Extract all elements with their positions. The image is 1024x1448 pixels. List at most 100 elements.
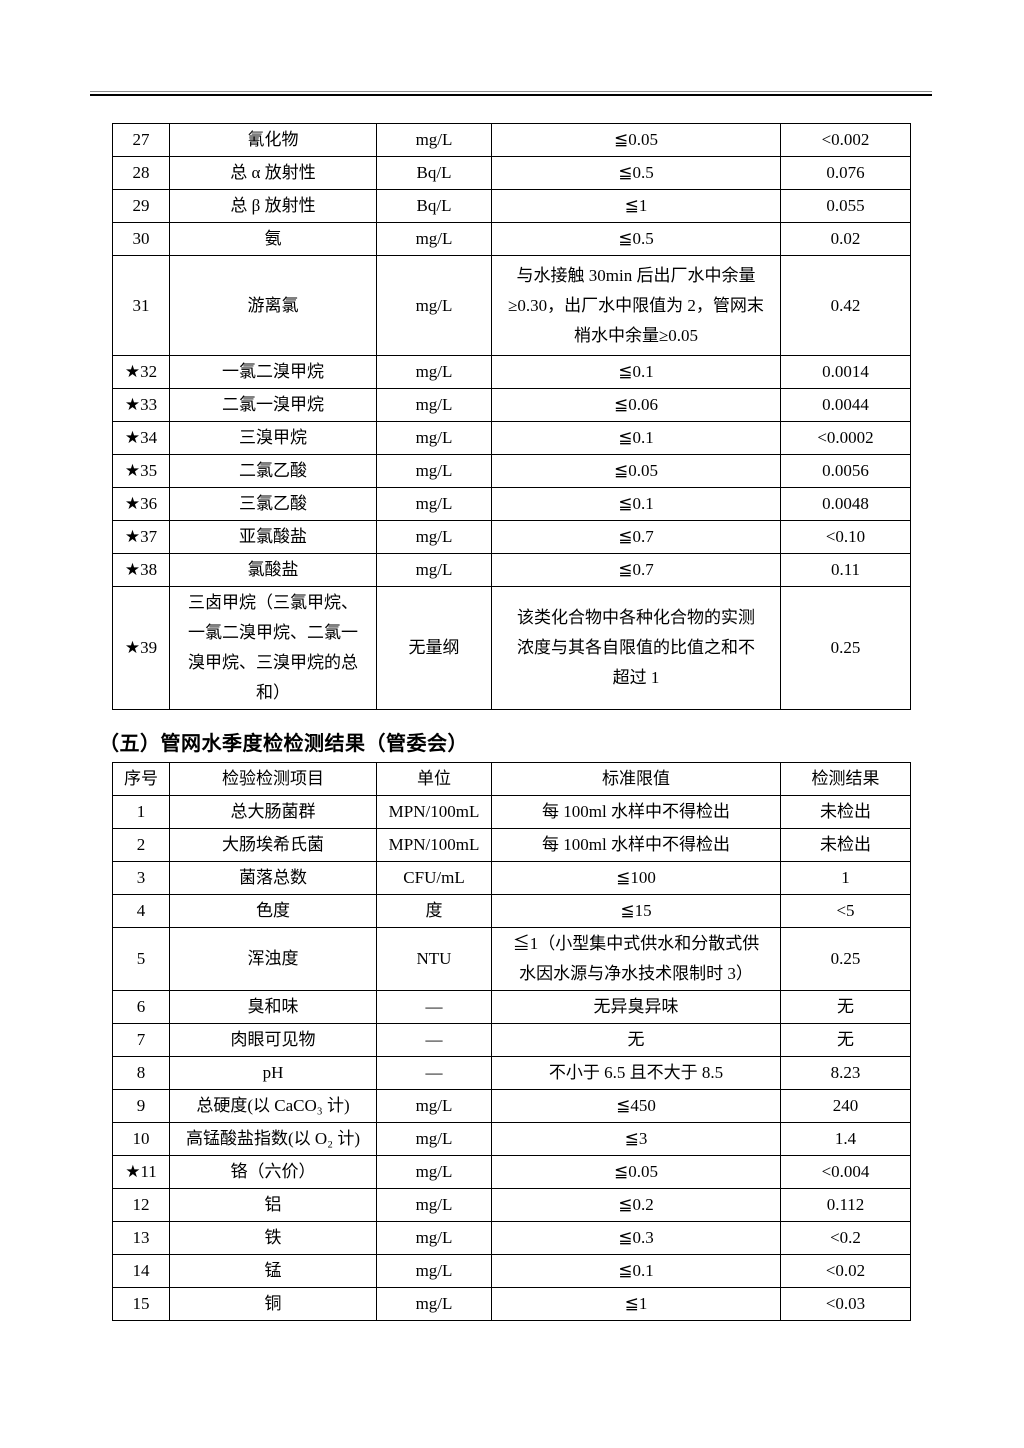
- cell-unit: mg/L: [376, 421, 492, 455]
- cell-item: 铬（六价）: [169, 1155, 377, 1189]
- cell-limit: ≦0.05: [491, 123, 781, 157]
- cell-item: 三氯乙酸: [169, 487, 377, 521]
- cell-limit: ≦1: [491, 189, 781, 223]
- cell-unit: 无量纲: [376, 586, 492, 710]
- cell-item: 总大肠菌群: [169, 795, 377, 829]
- cell-seq: ★35: [112, 454, 170, 488]
- cell-limit: ≦15: [491, 894, 781, 928]
- cell-result: <0.02: [780, 1254, 911, 1288]
- table-row: 31 游离氯 mg/L 与水接触 30min 后出厂水中余量≥0.30，出厂水中…: [112, 255, 911, 356]
- cell-unit: NTU: [376, 927, 492, 991]
- cell-item: 三溴甲烷: [169, 421, 377, 455]
- table-row: 13 铁 mg/L ≦0.3 <0.2: [112, 1221, 911, 1255]
- cell-unit: mg/L: [376, 487, 492, 521]
- cell-unit: mg/L: [376, 553, 492, 587]
- cell-limit: ≦0.7: [491, 520, 781, 554]
- table-row: 8 pH — 不小于 6.5 且不大于 8.5 8.23: [112, 1056, 911, 1090]
- cell-seq: 3: [112, 861, 170, 895]
- cell-limit: ≦100: [491, 861, 781, 895]
- cell-result: 0.0056: [780, 454, 911, 488]
- cell-item: pH: [169, 1056, 377, 1090]
- table-row: ★34 三溴甲烷 mg/L ≦0.1 <0.0002: [112, 421, 911, 455]
- cell-seq: ★37: [112, 520, 170, 554]
- cell-unit: —: [376, 990, 492, 1024]
- cell-limit: ≦0.1: [491, 421, 781, 455]
- cell-result: 无: [780, 1023, 911, 1057]
- cell-seq: ★34: [112, 421, 170, 455]
- cell-result: 未检出: [780, 795, 911, 829]
- cell-limit: ≦0.06: [491, 388, 781, 422]
- cell-result: 0.112: [780, 1188, 911, 1222]
- cell-result: 无: [780, 990, 911, 1024]
- cell-limit: ≦0.1: [491, 1254, 781, 1288]
- table-row: 30 氨 mg/L ≦0.5 0.02: [112, 222, 911, 256]
- cell-item: 铜: [169, 1287, 377, 1321]
- cell-unit: 度: [376, 894, 492, 928]
- cell-result: 1.4: [780, 1122, 911, 1156]
- table-row: 10 高锰酸盐指数(以 O₂ 计) mg/L ≦3 1.4: [112, 1122, 911, 1156]
- cell-seq: 31: [112, 255, 170, 356]
- cell-seq: 4: [112, 894, 170, 928]
- table-row: 29 总 β 放射性 Bq/L ≦1 0.055: [112, 189, 911, 223]
- cell-item: 肉眼可见物: [169, 1023, 377, 1057]
- cell-result: 0.0044: [780, 388, 911, 422]
- cell-unit: mg/L: [376, 1122, 492, 1156]
- cell-result: 0.25: [780, 927, 911, 991]
- cell-seq: 2: [112, 828, 170, 862]
- cell-seq: 13: [112, 1221, 170, 1255]
- cell-limit: ≦1: [491, 1287, 781, 1321]
- cell-limit: ≦450: [491, 1089, 781, 1123]
- cell-item: 浑浊度: [169, 927, 377, 991]
- cell-limit: ≦0.05: [491, 454, 781, 488]
- cell-limit: ≦0.2: [491, 1188, 781, 1222]
- factory-water-results-table-continued: 27 氰化物 mg/L ≦0.05 <0.002 28 总 α 放射性 Bq/L…: [112, 123, 911, 710]
- cell-seq: 9: [112, 1089, 170, 1123]
- table-row: 6 臭和味 — 无异臭异味 无: [112, 990, 911, 1024]
- cell-item: 锰: [169, 1254, 377, 1288]
- cell-item: 臭和味: [169, 990, 377, 1024]
- cell-result: <0.004: [780, 1155, 911, 1189]
- cell-unit: mg/L: [376, 1221, 492, 1255]
- cell-unit: MPN/100mL: [376, 828, 492, 862]
- cell-limit: ≦1（小型集中式供水和分散式供水因水源与净水技术限制时 3）: [491, 927, 781, 991]
- cell-unit: mg/L: [376, 255, 492, 356]
- cell-limit: ≦0.5: [491, 156, 781, 190]
- table-row: ★32 一氯二溴甲烷 mg/L ≦0.1 0.0014: [112, 355, 911, 389]
- cell-result: 0.02: [780, 222, 911, 256]
- cell-item: 氯酸盐: [169, 553, 377, 587]
- cell-item: 游离氯: [169, 255, 377, 356]
- cell-seq: 1: [112, 795, 170, 829]
- table-row: 27 氰化物 mg/L ≦0.05 <0.002: [112, 123, 911, 157]
- cell-unit: mg/L: [376, 355, 492, 389]
- cell-unit: mg/L: [376, 1287, 492, 1321]
- table-row: 28 总 α 放射性 Bq/L ≦0.5 0.076: [112, 156, 911, 190]
- col-header-limit: 标准限值: [491, 762, 781, 796]
- cell-limit: ≦0.7: [491, 553, 781, 587]
- cell-seq: 29: [112, 189, 170, 223]
- cell-seq: 10: [112, 1122, 170, 1156]
- cell-seq: ★32: [112, 355, 170, 389]
- cell-result: 0.0014: [780, 355, 911, 389]
- cell-unit: —: [376, 1056, 492, 1090]
- cell-item: 大肠埃希氏菌: [169, 828, 377, 862]
- cell-unit: CFU/mL: [376, 861, 492, 895]
- cell-seq: ★36: [112, 487, 170, 521]
- cell-item: 三卤甲烷（三氯甲烷、一氯二溴甲烷、二氯一溴甲烷、三溴甲烷的总和）: [169, 586, 377, 710]
- cell-limit: ≦3: [491, 1122, 781, 1156]
- table-row: 5 浑浊度 NTU ≦1（小型集中式供水和分散式供水因水源与净水技术限制时 3）…: [112, 927, 911, 991]
- cell-unit: —: [376, 1023, 492, 1057]
- cell-unit: mg/L: [376, 520, 492, 554]
- cell-unit: MPN/100mL: [376, 795, 492, 829]
- cell-limit: 无: [491, 1023, 781, 1057]
- cell-item: 一氯二溴甲烷: [169, 355, 377, 389]
- cell-seq: 30: [112, 222, 170, 256]
- cell-limit: ≦0.1: [491, 355, 781, 389]
- cell-seq: 5: [112, 927, 170, 991]
- cell-result: 0.0048: [780, 487, 911, 521]
- cell-seq: ★38: [112, 553, 170, 587]
- cell-item: 铝: [169, 1188, 377, 1222]
- cell-seq: 7: [112, 1023, 170, 1057]
- cell-seq: 6: [112, 990, 170, 1024]
- cell-result: <0.0002: [780, 421, 911, 455]
- table-row: 14 锰 mg/L ≦0.1 <0.02: [112, 1254, 911, 1288]
